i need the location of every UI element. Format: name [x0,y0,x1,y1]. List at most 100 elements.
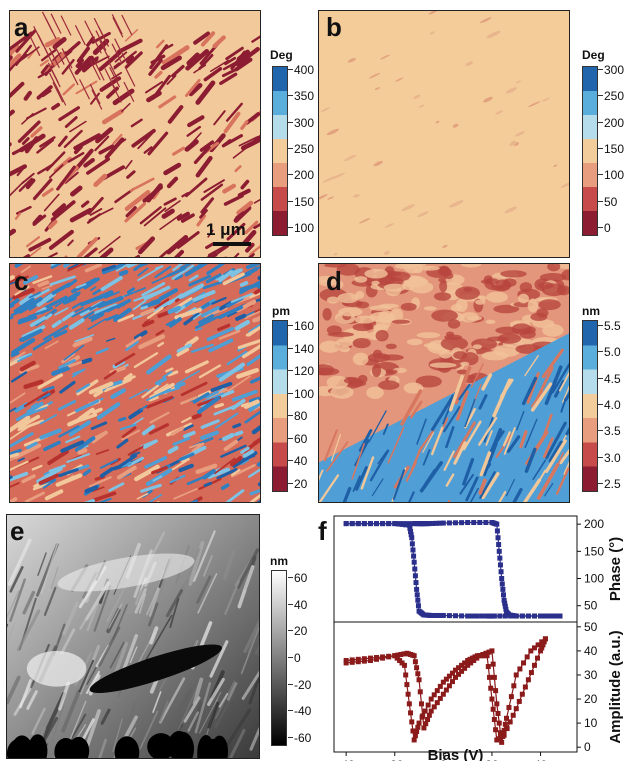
data-point-phase [459,613,465,619]
data-point-amplitude [528,670,534,676]
data-point-amplitude [472,654,478,660]
data-point-amplitude [355,656,361,662]
data-point-phase [343,521,349,527]
data-point-phase [425,521,431,527]
colorbar-c-tick: 20 [287,477,308,491]
data-point-phase [494,521,500,527]
data-point-amplitude [542,636,548,642]
data-point-phase [479,613,485,619]
data-point-phase [484,613,490,619]
data-point-amplitude [479,653,485,659]
data-point-amplitude [474,655,480,661]
data-point-amplitude [489,648,495,654]
colorbar-b-unit: Deg [582,48,605,62]
data-point-amplitude [419,714,425,720]
topography-map-image-e [7,515,259,758]
data-point-phase [416,521,422,527]
data-point-amplitude [343,660,349,666]
data-point-amplitude [410,728,416,734]
panel-d-height-map [318,263,570,503]
data-point-amplitude [471,658,477,664]
panel-c-amplitude-map [9,263,261,503]
data-point-phase [519,613,525,619]
data-point-phase [343,521,349,527]
panel-label-f: f [318,516,327,546]
data-point-amplitude [367,658,373,664]
colorbar-b-tick: 0 [598,221,611,235]
y-tick-label-amplitude: 30 [584,668,598,682]
data-point-phase [505,611,511,617]
data-point-phase [437,612,443,618]
colorbar-b-tick: 200 [597,115,625,130]
data-point-amplitude [420,713,426,719]
data-point-phase [504,610,510,616]
data-point-amplitude [443,676,449,682]
panel-a-phase-map [9,10,261,258]
colorbar-a-unit: Deg [270,48,293,62]
data-point-phase [488,613,494,619]
data-point-amplitude [507,719,513,725]
data-point-phase [403,522,409,528]
data-point-amplitude [468,660,474,666]
y-tick-label-phase: 50 [584,599,598,613]
data-point-phase [386,521,392,527]
data-point-amplitude [499,733,505,739]
colorbar-c-tick: 160 [287,319,315,333]
data-point-phase [486,613,492,619]
data-point-phase [525,613,531,619]
panel-label-d: d [326,266,342,296]
data-point-phase [423,521,429,527]
y-tick-label-amplitude: 50 [584,620,598,634]
data-point-amplitude [397,658,403,664]
data-point-phase [401,521,407,527]
data-point-amplitude [418,701,424,707]
data-point-phase [513,613,519,619]
data-point-amplitude [539,645,545,651]
data-point-phase [416,608,422,614]
colorbar-a-tick: 300 [287,115,315,130]
colorbar-c-tick: 120 [287,364,315,379]
data-point-phase [367,521,373,527]
data-point-phase [429,520,435,526]
data-point-phase [415,597,421,603]
data-point-amplitude [453,674,458,680]
data-point-amplitude [531,645,537,651]
data-point-phase [417,609,423,615]
data-point-phase [420,611,426,617]
subplot-frame-amplitude [333,621,578,753]
data-point-phase [434,612,440,618]
colorbar-a-tick: 400 [287,63,315,77]
data-point-phase [349,521,355,527]
data-point-phase [355,521,361,527]
panel-b-phase-map [318,10,570,258]
data-point-phase [502,613,508,619]
data-point-amplitude [394,655,400,661]
data-point-phase [374,521,380,527]
data-point-phase [542,613,548,619]
colorbar-d-tick: 3.5 [598,424,621,439]
data-point-phase [500,586,506,592]
colorbar-a [272,66,288,236]
data-point-phase [412,566,418,572]
data-point-amplitude [477,653,483,659]
data-point-amplitude [417,689,423,695]
data-point-amplitude [440,679,446,685]
data-point-amplitude [374,655,380,661]
data-point-phase [417,521,423,527]
panel-e-topography-map [6,514,260,759]
data-point-phase [491,613,497,619]
data-point-phase [392,521,398,527]
data-point-amplitude [474,653,480,659]
data-point-phase [487,613,493,619]
data-point-amplitude [494,737,500,743]
data-point-amplitude [541,639,547,645]
data-point-amplitude [540,642,546,648]
colorbar-c-tick: 80 [287,409,308,424]
data-point-phase [493,521,499,527]
data-point-phase [495,535,501,541]
data-point-amplitude [386,654,392,660]
data-point-phase [497,562,503,568]
data-point-amplitude [497,730,503,736]
data-point-phase [542,613,548,619]
data-point-amplitude [380,655,386,661]
